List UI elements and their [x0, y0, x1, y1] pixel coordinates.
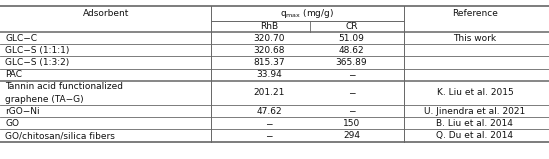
Text: −: − [348, 88, 355, 97]
Text: −: − [265, 119, 273, 128]
Text: rGO−Ni: rGO−Ni [5, 107, 40, 116]
Text: B. Liu et al. 2014: B. Liu et al. 2014 [436, 119, 513, 128]
Text: K. Liu et al. 2015: K. Liu et al. 2015 [436, 88, 513, 97]
Text: 365.89: 365.89 [335, 58, 367, 67]
Text: PAC: PAC [5, 70, 23, 79]
Text: 48.62: 48.62 [339, 46, 364, 55]
Text: −: − [348, 70, 355, 79]
Text: RhB: RhB [260, 22, 278, 31]
Text: Reference: Reference [452, 9, 498, 18]
Text: CR: CR [345, 22, 357, 31]
Text: 47.62: 47.62 [256, 107, 282, 116]
Text: This work: This work [453, 34, 496, 43]
Text: q$_{\mathregular{max}}$ (mg/g): q$_{\mathregular{max}}$ (mg/g) [281, 7, 334, 20]
Text: graphene (TA−G): graphene (TA−G) [5, 95, 84, 104]
Text: 51.09: 51.09 [338, 34, 365, 43]
Text: 201.21: 201.21 [253, 88, 285, 97]
Text: U. Jinendra et al. 2021: U. Jinendra et al. 2021 [424, 107, 525, 116]
Text: −: − [348, 107, 355, 116]
Text: 150: 150 [343, 119, 360, 128]
Text: −: − [265, 131, 273, 140]
Text: 33.94: 33.94 [256, 70, 282, 79]
Text: GO/chitosan/silica fibers: GO/chitosan/silica fibers [5, 131, 115, 140]
Text: Adsorbent: Adsorbent [83, 9, 129, 18]
Text: GLC−S (1:1:1): GLC−S (1:1:1) [5, 46, 70, 55]
Text: Tannin acid functionalized: Tannin acid functionalized [5, 82, 124, 91]
Text: 320.68: 320.68 [253, 46, 285, 55]
Text: GLC−C: GLC−C [5, 34, 37, 43]
Text: 815.37: 815.37 [253, 58, 285, 67]
Text: 320.70: 320.70 [253, 34, 285, 43]
Text: Q. Du et al. 2014: Q. Du et al. 2014 [436, 131, 513, 140]
Text: GO: GO [5, 119, 20, 128]
Text: 294: 294 [343, 131, 360, 140]
Text: GLC−S (1:3:2): GLC−S (1:3:2) [5, 58, 70, 67]
